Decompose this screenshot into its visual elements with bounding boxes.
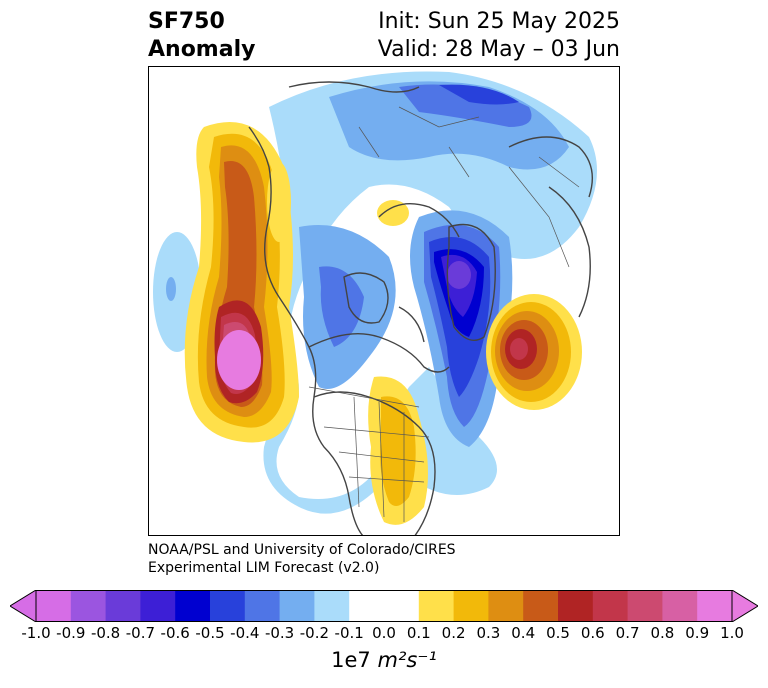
colorbar-extend-high <box>731 590 758 622</box>
colorbar-segment <box>105 590 141 622</box>
colorbar-tick-label: 0.8 <box>650 624 675 642</box>
colorbar-tick-label: 0.1 <box>406 624 431 642</box>
colorbar-segment <box>349 590 385 622</box>
colorbar-segment <box>175 590 211 622</box>
init-date: Init: Sun 25 May 2025 <box>378 9 620 34</box>
valid-range: Valid: 28 May – 03 Jun <box>377 37 620 62</box>
colorbar-tick-label: -0.6 <box>160 624 190 642</box>
colorbar-segment <box>279 590 315 622</box>
positive-anomaly-arctic <box>377 200 409 226</box>
coastlines <box>248 81 593 535</box>
colorbar-tick-label: 0.0 <box>372 624 396 642</box>
colorbar-ticks: -1.0 -0.9 -0.8 -0.7 -0.6 -0.5 -0.4 -0.3 -0.2 -0.1… <box>0 624 768 644</box>
colorbar-segment <box>558 590 594 622</box>
colorbar-segment <box>453 590 489 622</box>
colorbar-tick-label: 1.0 <box>720 624 744 642</box>
title-right: Init: Sun 25 May 2025 Valid: 28 May – 03… <box>378 8 620 64</box>
colorbar-tick-label: 0.3 <box>476 624 501 642</box>
colorbar-segment <box>70 590 107 622</box>
title-left: SF750 Anomaly <box>148 8 255 64</box>
colorbar-segment <box>592 590 629 622</box>
colorbar-tick-label: -0.7 <box>125 624 156 642</box>
colorbar-extend-low <box>10 590 37 622</box>
colorbar-segment <box>627 590 663 622</box>
colorbar-segment <box>140 590 176 622</box>
credit-text: NOAA/PSL and University of Colorado/CIRE… <box>148 541 456 577</box>
positive-anomaly-eastern-us <box>368 376 428 525</box>
colorbar-tick-label: 0.9 <box>685 624 710 642</box>
colorbar-segment <box>210 590 246 622</box>
political-borders <box>308 106 580 522</box>
units-label: m²s⁻¹ <box>377 648 437 672</box>
colorbar-segment <box>244 590 281 622</box>
colorbar-outline <box>35 590 733 622</box>
colorbar-segment <box>697 590 733 622</box>
title-variable: SF750 <box>148 9 225 34</box>
colorbar <box>10 590 758 622</box>
colorbar-segment <box>488 590 524 622</box>
colorbar-segment <box>662 590 698 622</box>
colorbar-segment <box>384 590 420 622</box>
colorbar-tick-label: -0.8 <box>90 624 121 642</box>
title-anomaly: Anomaly <box>148 37 256 62</box>
anomaly-map <box>148 66 620 536</box>
colorbar-units: 1e7 m²s⁻¹ <box>0 648 768 672</box>
colorbar-tick-label: -0.3 <box>264 624 295 642</box>
map-svg <box>149 67 619 535</box>
credit-line-1: NOAA/PSL and University of Colorado/CIRE… <box>148 542 456 558</box>
colorbar-tick-label: -0.2 <box>299 624 330 642</box>
units-prefix: 1e7 <box>331 648 371 672</box>
colorbar-segment <box>523 590 559 622</box>
colorbar-segment <box>36 590 72 622</box>
colorbar-tick-label: 0.2 <box>441 624 466 642</box>
colorbar-segment <box>418 590 455 622</box>
positive-anomaly-pacific <box>184 122 299 443</box>
colorbar-tick-label: -1.0 <box>21 624 51 642</box>
colorbar-tick-label: 0.5 <box>546 624 570 642</box>
positive-anomaly-atlantic <box>486 294 582 410</box>
credit-line-2: Experimental LIM Forecast (v2.0) <box>148 560 380 576</box>
colorbar-tick-label: -0.9 <box>56 624 86 642</box>
negative-anomaly-arc <box>153 71 597 514</box>
colorbar-tick-label: -0.4 <box>230 624 260 642</box>
colorbar-tick-label: -0.5 <box>195 624 225 642</box>
colorbar-tick-label: 0.6 <box>580 624 605 642</box>
colorbar-segment <box>314 590 350 622</box>
colorbar-tick-label: 0.7 <box>615 624 640 642</box>
colorbar-tick-label: 0.4 <box>511 624 536 642</box>
colorbar-tick-label: -0.1 <box>334 624 364 642</box>
negative-anomaly-core <box>410 210 513 447</box>
